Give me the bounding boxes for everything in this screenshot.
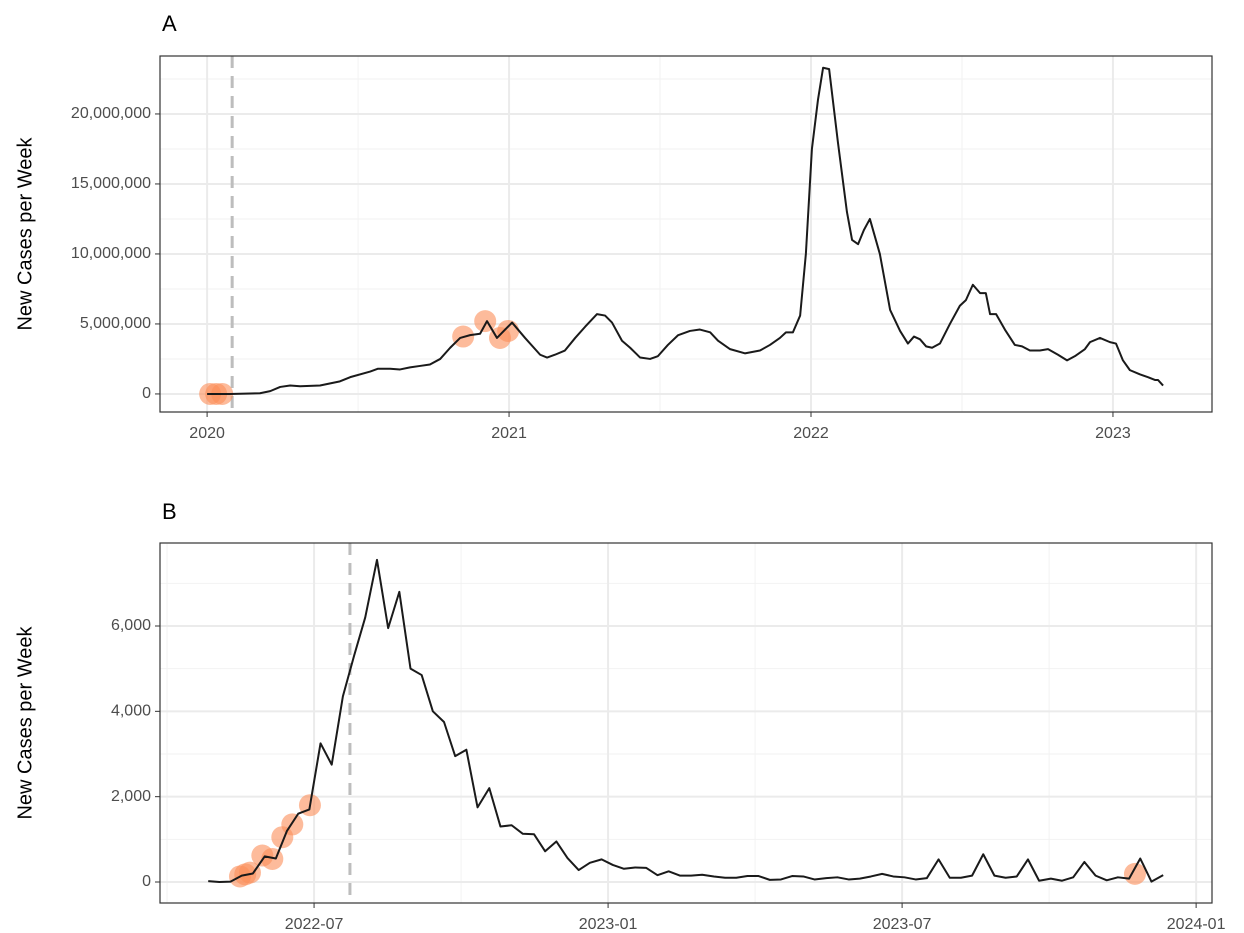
y-tick-label: 2,000 xyxy=(111,788,151,805)
x-tick-label: 2023-01 xyxy=(579,916,638,933)
highlight-point xyxy=(497,319,520,342)
y-tick-label: 20,000,000 xyxy=(71,105,151,122)
panel-title: B xyxy=(162,499,177,524)
y-tick-label: 6,000 xyxy=(111,617,151,634)
x-tick-label: 2020 xyxy=(189,425,225,442)
y-tick-label: 0 xyxy=(142,873,151,890)
plot-border xyxy=(159,542,1213,904)
x-tick-label: 2021 xyxy=(491,425,527,442)
data-line xyxy=(208,558,1164,884)
y-tick-label: 15,000,000 xyxy=(71,175,151,192)
y-tick-label: 4,000 xyxy=(111,703,151,720)
y-axis-title: New Cases per Week xyxy=(14,136,36,330)
plot-background xyxy=(160,543,1212,903)
highlight-point xyxy=(474,310,497,333)
y-axis-title: New Cases per Week xyxy=(14,625,36,819)
y-tick-label: 5,000,000 xyxy=(80,315,151,332)
highlight-point xyxy=(238,861,261,884)
y-tick-label: 10,000,000 xyxy=(71,245,151,262)
data-line xyxy=(207,66,1164,395)
x-tick-label: 2022-07 xyxy=(285,916,344,933)
x-tick-label: 2023-07 xyxy=(873,916,932,933)
y-tick-label: 0 xyxy=(142,385,151,402)
panel-title: A xyxy=(162,11,177,36)
x-tick-label: 2023 xyxy=(1095,425,1131,442)
x-tick-label: 2022 xyxy=(793,425,829,442)
plot-border xyxy=(159,55,1213,413)
highlight-point xyxy=(261,847,284,870)
x-tick-label: 2024-01 xyxy=(1167,916,1226,933)
plot-background xyxy=(160,56,1212,412)
